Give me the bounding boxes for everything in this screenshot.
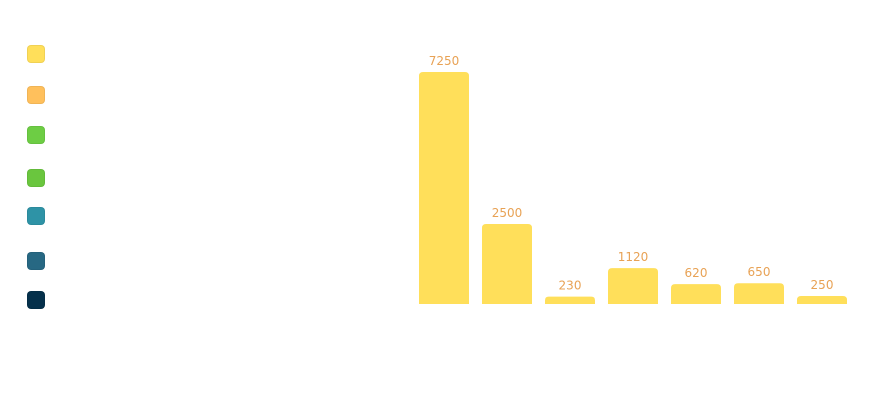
value-label-group: 7250 2500 230 1120 620 650 250	[429, 54, 834, 293]
bar-value-label: 230	[559, 279, 582, 293]
bar-value-label: 7250	[429, 54, 460, 68]
bar[interactable]	[545, 296, 595, 304]
legend-swatch	[27, 86, 45, 104]
legend-swatch	[27, 169, 45, 187]
legend-swatch	[27, 207, 45, 225]
bar[interactable]	[419, 72, 469, 304]
bar[interactable]	[797, 296, 847, 304]
bar[interactable]	[482, 224, 532, 304]
bar-value-label: 250	[811, 278, 834, 292]
legend-swatch	[27, 291, 45, 309]
chart-legend	[0, 0, 380, 418]
legend-swatch	[27, 126, 45, 144]
legend-swatch	[27, 45, 45, 63]
bar-value-label: 1120	[618, 250, 649, 264]
bar-value-label: 2500	[492, 206, 523, 220]
bar[interactable]	[671, 284, 721, 304]
bar-value-label: 620	[685, 266, 708, 280]
bar[interactable]	[608, 268, 658, 304]
bar-value-label: 650	[748, 265, 771, 279]
bar-group	[419, 72, 847, 304]
bar[interactable]	[734, 283, 784, 304]
legend-swatch	[27, 252, 45, 270]
